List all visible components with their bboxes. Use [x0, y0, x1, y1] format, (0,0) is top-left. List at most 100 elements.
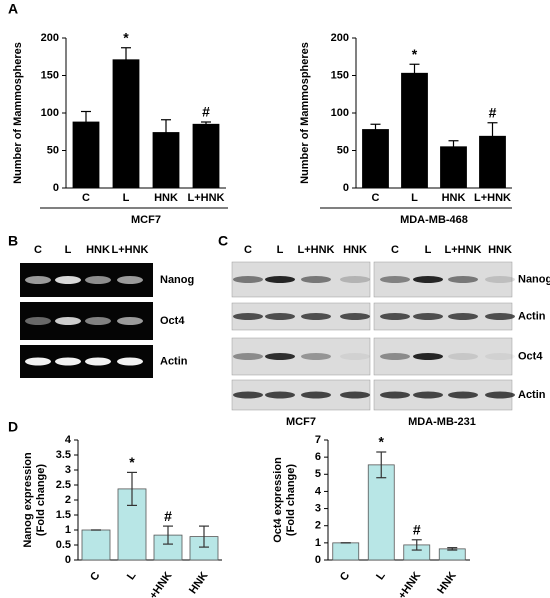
error-bar [370, 123, 381, 130]
y-tick-label: 100 [331, 107, 349, 119]
lane-label: L+HNK [298, 244, 335, 256]
row-label: Oct4 [160, 315, 185, 327]
gel-band [85, 276, 111, 284]
x-tick-label: C [88, 570, 102, 583]
blot-band [301, 276, 331, 283]
blot-band [380, 391, 410, 399]
y-tick-label: 150 [41, 69, 59, 81]
blot-band [301, 353, 331, 360]
x-tick-label: C [372, 192, 380, 204]
y-tick-label: 4 [315, 485, 322, 497]
y-tick-label: 0 [65, 554, 71, 566]
lane-label: C [244, 244, 252, 256]
x-tick-label: L+HNK [144, 570, 175, 598]
blot-band [265, 276, 295, 283]
bar [112, 59, 140, 189]
cell-line-label: MDA-MB-231 [408, 416, 476, 428]
blot-band [301, 313, 331, 320]
y-tick-label: 6 [315, 451, 321, 463]
y-tick-label: 100 [41, 107, 59, 119]
row-label: Actin [518, 310, 546, 322]
x-tick-label: L [123, 192, 130, 204]
gel-band [55, 276, 81, 284]
x-tick-label: L [125, 570, 139, 583]
blot-band [380, 353, 410, 360]
gel-band [117, 317, 143, 325]
y-axis-label: Number of Mammospheres [299, 42, 311, 184]
panel-label: C [218, 233, 228, 249]
y-tick-label: 2.5 [56, 479, 71, 491]
blot-band [233, 276, 263, 283]
error-bar [487, 122, 498, 137]
group-label: MDA-MB-468 [400, 214, 468, 226]
y-tick-label: 5 [315, 468, 321, 480]
bar [479, 135, 506, 189]
bar [152, 132, 180, 189]
y-tick-label: 50 [337, 144, 349, 156]
error-bar [121, 47, 131, 60]
y-tick-label: 150 [331, 69, 349, 81]
x-tick-label: HNK [435, 570, 459, 596]
bar [81, 529, 111, 561]
y-axis-label: (Fold change) [35, 464, 47, 536]
gel-band [117, 357, 143, 366]
blot-band [448, 391, 478, 399]
y-tick-label: 1.5 [56, 509, 71, 521]
gel-band [55, 317, 81, 325]
bar [72, 121, 100, 189]
blot-band [448, 313, 478, 320]
blot-band [380, 313, 410, 320]
y-tick-label: 200 [41, 32, 59, 44]
panel-label: B [8, 233, 18, 249]
row-label: Oct4 [518, 350, 543, 362]
y-tick-label: 0 [53, 182, 59, 194]
x-tick-label: L+HNK [474, 192, 511, 204]
x-tick-label: HNK [442, 192, 466, 204]
panel-label: D [8, 419, 18, 435]
y-tick-label: 50 [47, 144, 59, 156]
blot-band [301, 391, 331, 399]
blot-band [340, 353, 370, 360]
y-axis-label: Oct4 expression [272, 457, 284, 543]
lane-label: C [34, 244, 42, 256]
blot-band [413, 276, 443, 283]
error-bar [81, 110, 91, 122]
row-label: Actin [518, 389, 546, 401]
cell-line-label: MCF7 [286, 416, 316, 428]
significance-marker: * [123, 29, 129, 45]
error-bar [448, 140, 459, 147]
gel-band [25, 317, 51, 325]
y-tick-label: 2 [65, 494, 71, 506]
lane-label: L+HNK [112, 244, 149, 256]
x-tick-label: C [338, 570, 352, 583]
bar [332, 542, 360, 561]
significance-marker: * [129, 454, 135, 470]
x-tick-label: L [374, 570, 388, 583]
bar [367, 464, 395, 561]
error-bar [163, 525, 173, 545]
panel-label: A [8, 1, 18, 17]
y-tick-label: 1 [65, 524, 71, 536]
significance-marker: * [379, 434, 385, 450]
blot-band [233, 391, 263, 399]
group-label: MCF7 [131, 214, 161, 226]
error-bar [409, 63, 420, 74]
blot-band [233, 353, 263, 360]
row-label: Actin [160, 355, 188, 367]
lane-label: HNK [488, 244, 512, 256]
y-tick-label: 3 [315, 502, 321, 514]
lane-label: HNK [343, 244, 367, 256]
error-bar [127, 471, 137, 506]
y-tick-label: 0 [343, 182, 349, 194]
error-bar [201, 121, 211, 125]
significance-marker: * [412, 46, 418, 62]
significance-marker: # [489, 104, 497, 120]
y-tick-label: 1 [315, 537, 321, 549]
error-bar [161, 119, 171, 133]
significance-marker: # [164, 508, 172, 524]
y-tick-label: 200 [331, 32, 349, 44]
blot-band [485, 391, 515, 399]
blot-band [265, 353, 295, 360]
error-bar [199, 525, 209, 548]
